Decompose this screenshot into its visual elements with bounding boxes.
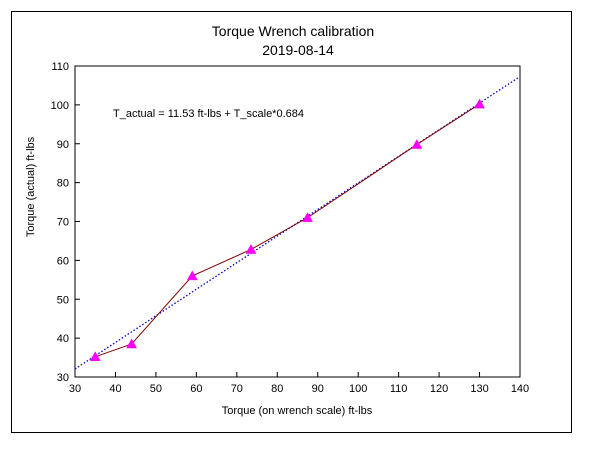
data-point: [186, 270, 198, 281]
x-tick-label: 80: [271, 383, 283, 395]
x-tick-label: 40: [109, 383, 121, 395]
x-tick-label: 120: [430, 383, 448, 395]
x-tick-label: 140: [511, 383, 529, 395]
x-tick-label: 100: [349, 383, 367, 395]
y-tick-label: 30: [57, 372, 69, 384]
y-tick-label: 100: [51, 100, 69, 112]
y-tick-label: 70: [57, 217, 69, 229]
data-point: [126, 338, 138, 349]
x-tick-label: 50: [150, 383, 162, 395]
x-tick-label: 30: [69, 383, 81, 395]
y-tick-label: 40: [57, 333, 69, 345]
x-tick-label: 110: [390, 383, 408, 395]
y-tick-label: 110: [51, 61, 69, 73]
regression-equation: T_actual = 11.53 ft-lbs + T_scale*0.684: [113, 108, 304, 120]
data-point: [302, 212, 314, 222]
data-line: [95, 103, 480, 358]
y-tick-label: 80: [57, 178, 69, 190]
y-axis-label: Torque (actual) ft-lbs: [25, 136, 37, 237]
x-tick-label: 70: [231, 383, 243, 395]
chart-subtitle: 2019-08-14: [262, 42, 334, 58]
x-tick-label: 130: [470, 383, 488, 395]
x-axis-label: Torque (on wrench scale) ft-lbs: [222, 405, 373, 417]
y-tick-label: 50: [57, 294, 69, 306]
data-point: [89, 351, 101, 362]
x-tick-label: 90: [312, 383, 324, 395]
x-tick-label: 60: [190, 383, 202, 395]
y-tick-label: 90: [57, 139, 69, 151]
y-tick-label: 60: [57, 255, 69, 267]
data-point: [245, 243, 257, 254]
data-point: [411, 139, 423, 149]
chart-frame: [11, 11, 572, 433]
data-point: [474, 98, 485, 109]
chart-title: Torque Wrench calibration: [212, 23, 374, 39]
plot-area: 30 40 50 60 70 80 90 100 110 120 130 140 30 40 50 60 70 8…: [51, 61, 530, 395]
